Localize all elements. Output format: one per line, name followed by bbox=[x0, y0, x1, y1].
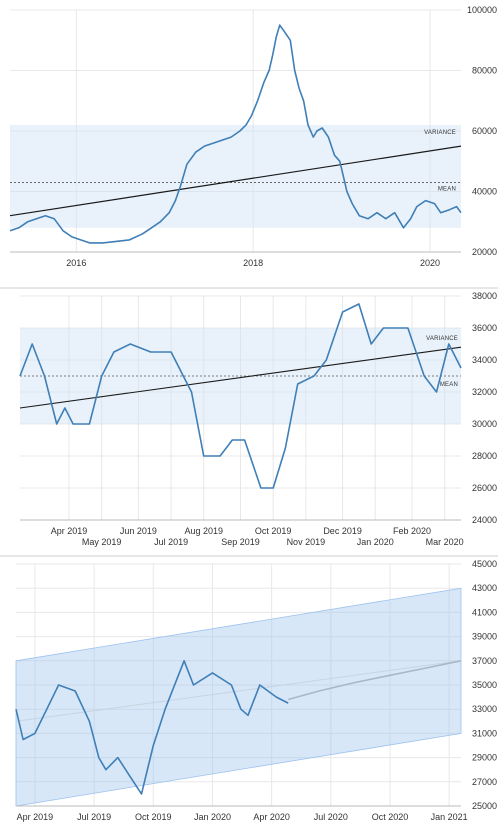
y-tick-label: 31000 bbox=[472, 728, 497, 738]
x-tick-label: Oct 2020 bbox=[372, 812, 409, 822]
x-tick-label: 2016 bbox=[66, 258, 86, 268]
y-tick-label: 41000 bbox=[472, 607, 497, 617]
price-chart-1y: 38000 36000 34000 32000 30000 28000 26000 24000… bbox=[19, 291, 497, 547]
x-tick-label-top: Aug 2019 bbox=[184, 526, 223, 536]
x-tick-label-bottom: Mar 2020 bbox=[426, 537, 464, 547]
y-tick-label: 38000 bbox=[472, 291, 497, 301]
series-line bbox=[9, 24, 462, 244]
x-tick-label-top: Dec 2019 bbox=[323, 526, 362, 536]
trend-line bbox=[9, 145, 462, 217]
forecast-band bbox=[15, 587, 462, 807]
y-tick-label: 80000 bbox=[472, 66, 497, 76]
price-chart-5y: 100000 80000 60000 40000 20000 VARIANCE MEAN 20… bbox=[9, 5, 497, 268]
variance-band bbox=[10, 124, 461, 228]
y-tick-label: 30000 bbox=[472, 419, 497, 429]
x-tick-label: 2020 bbox=[420, 258, 440, 268]
y-tick-label: 27000 bbox=[472, 777, 497, 787]
series-line bbox=[15, 660, 289, 795]
x-tick-label-bottom: Jul 2019 bbox=[154, 537, 188, 547]
variance-label: VARIANCE bbox=[426, 336, 458, 342]
mean-label: MEAN bbox=[438, 186, 456, 192]
x-tick-label: 2018 bbox=[243, 258, 263, 268]
y-tick-label: 20000 bbox=[472, 247, 497, 257]
x-tick-label-top: Jun 2019 bbox=[120, 526, 157, 536]
x-tick-label: Apr 2020 bbox=[253, 812, 290, 822]
y-tick-label: 40000 bbox=[472, 187, 497, 197]
x-tick-label-top: Feb 2020 bbox=[393, 526, 431, 536]
x-tick-label-bottom: Jan 2020 bbox=[357, 537, 394, 547]
y-tick-label: 60000 bbox=[472, 126, 497, 136]
y-tick-label: 39000 bbox=[472, 632, 497, 642]
y-tick-label: 43000 bbox=[472, 583, 497, 593]
x-tick-label-bottom: Sep 2019 bbox=[221, 537, 260, 547]
x-tick-label: Jul 2019 bbox=[77, 812, 111, 822]
mean-label: MEAN bbox=[440, 382, 458, 388]
y-tick-label: 34000 bbox=[472, 355, 497, 365]
x-tick-label: Jul 2020 bbox=[314, 812, 348, 822]
x-tick-label-top: Apr 2019 bbox=[51, 526, 88, 536]
x-tick-label: Oct 2019 bbox=[135, 812, 172, 822]
y-tick-label: 25000 bbox=[472, 801, 497, 811]
variance-label: VARIANCE bbox=[424, 130, 456, 136]
x-tick-label: Jan 2021 bbox=[431, 812, 468, 822]
y-tick-label: 26000 bbox=[472, 483, 497, 493]
y-tick-label: 24000 bbox=[472, 515, 497, 525]
x-tick-label-bottom: May 2019 bbox=[82, 537, 122, 547]
x-tick-label-bottom: Nov 2019 bbox=[287, 537, 326, 547]
forecast-chart: 45000 43000 41000 39000 37000 35000 33000 31000… bbox=[15, 559, 497, 822]
y-tick-label: 36000 bbox=[472, 323, 497, 333]
y-tick-label: 32000 bbox=[472, 387, 497, 397]
y-tick-label: 100000 bbox=[467, 5, 497, 15]
forecast-line bbox=[287, 660, 462, 701]
trend-line bbox=[15, 660, 462, 722]
y-tick-label: 45000 bbox=[472, 559, 497, 569]
y-tick-label: 28000 bbox=[472, 451, 497, 461]
trend-line bbox=[19, 346, 462, 409]
y-tick-label: 29000 bbox=[472, 753, 497, 763]
y-tick-label: 37000 bbox=[472, 656, 497, 666]
series-line bbox=[19, 303, 462, 489]
y-tick-label: 35000 bbox=[472, 680, 497, 690]
y-tick-label: 33000 bbox=[472, 704, 497, 714]
x-tick-label-top: Oct 2019 bbox=[255, 526, 292, 536]
x-tick-label: Apr 2019 bbox=[17, 812, 54, 822]
x-tick-label: Jan 2020 bbox=[194, 812, 231, 822]
